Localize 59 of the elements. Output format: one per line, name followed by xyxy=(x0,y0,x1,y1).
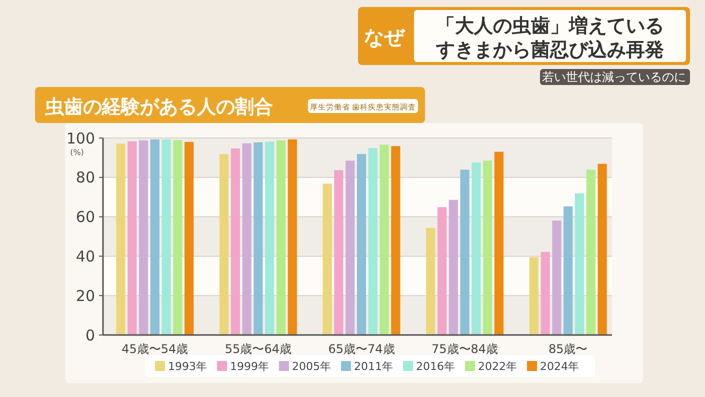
bar xyxy=(334,170,344,335)
bar xyxy=(574,193,584,335)
bar xyxy=(150,139,160,335)
bar xyxy=(128,141,137,335)
x-tick-label: 65歳〜74歳 xyxy=(328,342,395,356)
bar xyxy=(116,144,126,335)
text: なぜ xyxy=(364,25,406,49)
x-tick-label: 85歳〜 xyxy=(548,342,588,356)
y-axis-title: (%) xyxy=(70,148,84,157)
bar xyxy=(586,170,596,335)
legend-label: 2016年 xyxy=(416,360,455,373)
bar xyxy=(494,152,504,335)
y-tick-label: 0 xyxy=(85,326,95,344)
chart-title: 「大人の虫歯」増えている xyxy=(436,15,664,37)
y-tick-label: 40 xyxy=(76,247,95,266)
bar xyxy=(356,154,366,335)
bar xyxy=(426,228,436,335)
bar xyxy=(265,142,274,335)
bar xyxy=(391,146,400,335)
bar xyxy=(552,220,562,335)
bar xyxy=(184,142,194,335)
bar xyxy=(230,148,240,335)
bar xyxy=(288,139,297,335)
y-tick-label: 60 xyxy=(76,208,95,226)
bar xyxy=(483,160,492,335)
bar xyxy=(242,143,252,335)
legend-label: 2022年 xyxy=(478,360,517,373)
bar xyxy=(564,206,573,335)
text: 虫歯の経験がある人の割合 xyxy=(44,96,273,118)
x-tick-label: 45歳〜54歳 xyxy=(122,342,188,356)
y-tick-label: 20 xyxy=(76,286,95,305)
bar xyxy=(322,184,332,335)
bar xyxy=(472,162,481,335)
bar xyxy=(254,142,263,335)
bar xyxy=(276,140,286,335)
bar xyxy=(138,140,148,335)
legend-label: 2011年 xyxy=(354,360,393,373)
legend-label: 1999年 xyxy=(230,360,269,373)
bar xyxy=(448,200,458,335)
bar xyxy=(368,148,378,335)
bar xyxy=(162,139,171,335)
bar xyxy=(529,257,538,335)
x-tick-label: 75歳〜84歳 xyxy=(432,342,498,356)
bar xyxy=(598,164,607,335)
legend-label: 2024年 xyxy=(540,360,579,373)
bar xyxy=(173,140,182,335)
text: すきまから菌忍び込み再発 xyxy=(435,39,664,61)
legend-label: 2005年 xyxy=(292,360,331,373)
bar xyxy=(346,160,355,335)
legend-label: 1993年 xyxy=(168,360,207,373)
y-tick-label: 100 xyxy=(66,129,95,148)
bar xyxy=(437,207,447,335)
bar xyxy=(540,252,550,335)
bar xyxy=(219,154,229,335)
x-tick-label: 55歳〜64歳 xyxy=(224,342,292,356)
y-tick-label: 80 xyxy=(76,168,95,187)
bar xyxy=(460,170,470,335)
bar xyxy=(380,144,389,335)
chart-subtitle: 若い世代は減っているのに xyxy=(542,70,686,84)
